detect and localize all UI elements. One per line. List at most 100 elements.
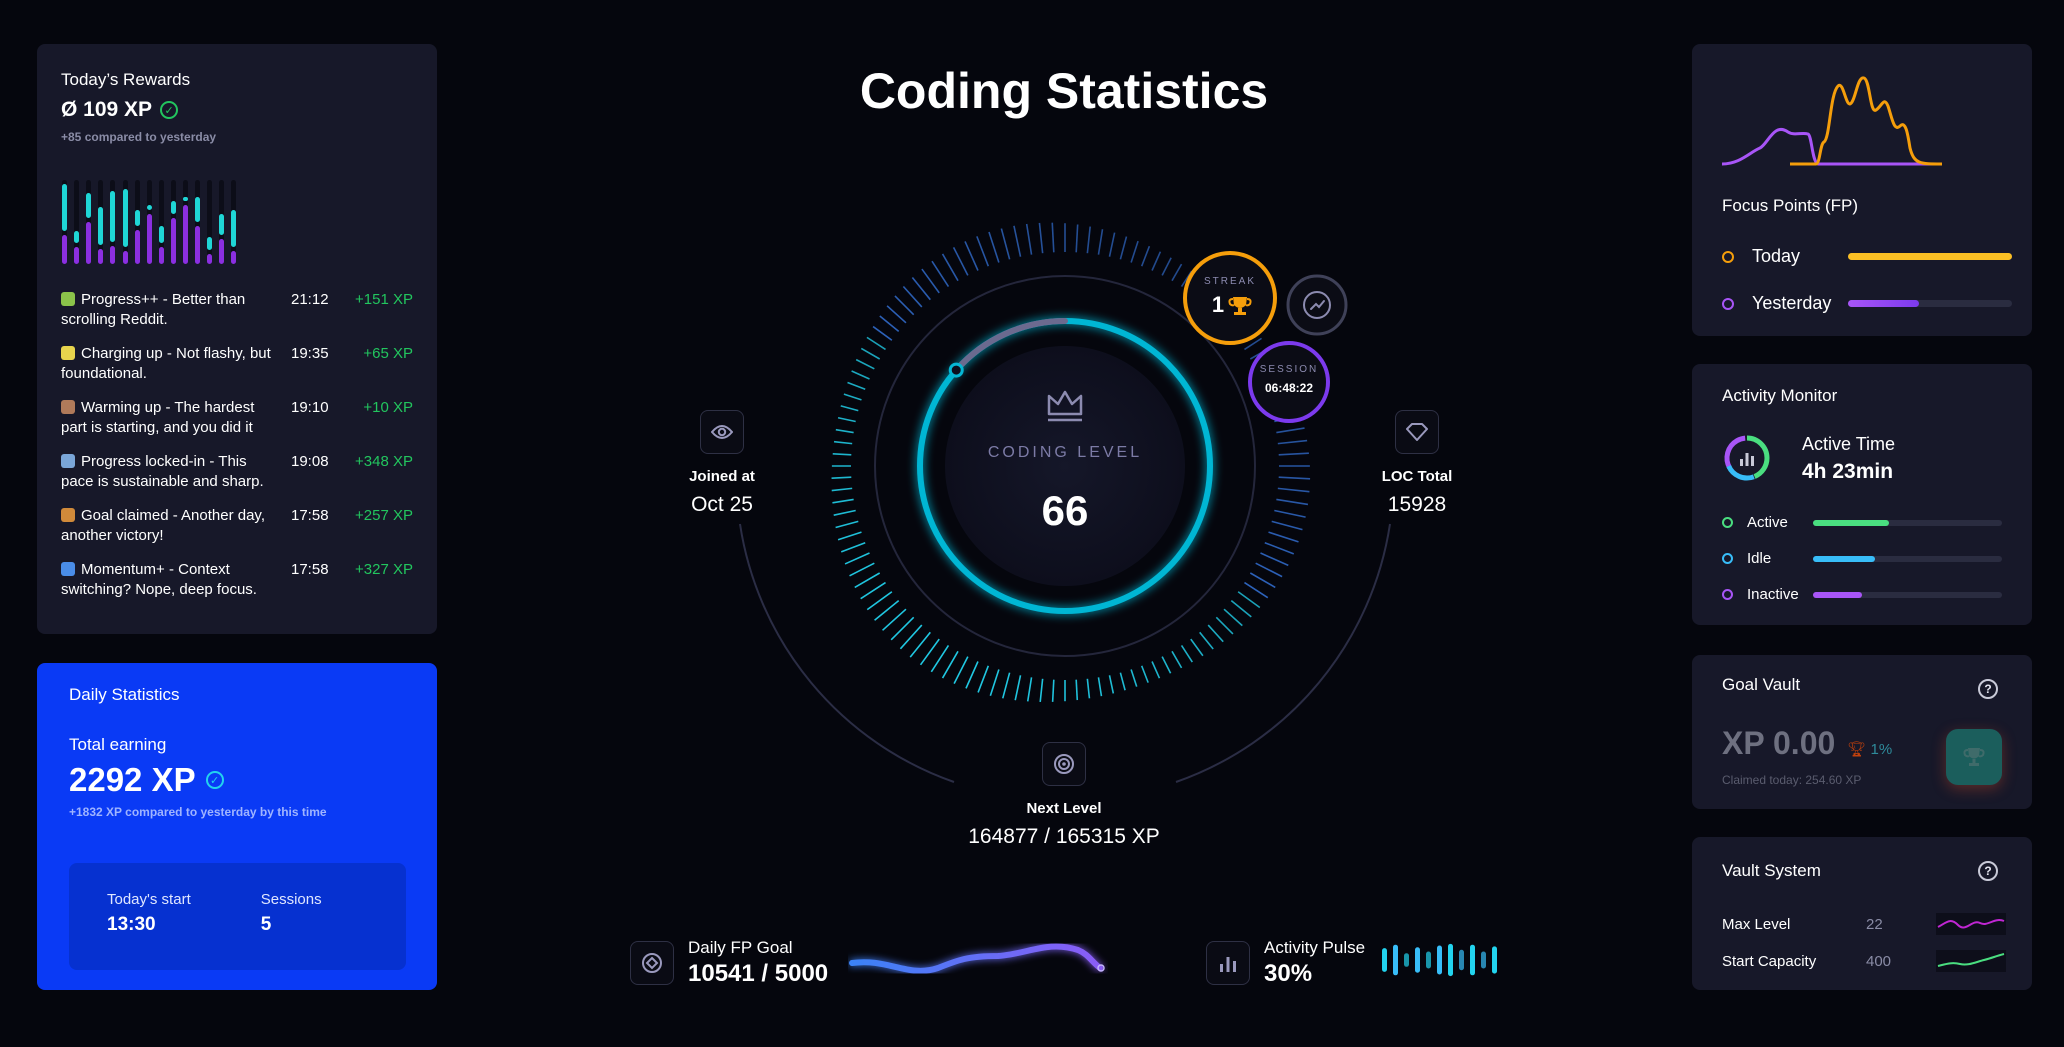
reward-bar [74,180,80,264]
reward-bar-purple [195,226,201,264]
reward-log-time: 21:12 [291,291,329,308]
gauge-tick [849,562,875,577]
help-icon[interactable]: ? [1978,861,1998,881]
pulse-bar [1448,943,1453,977]
reward-bar-purple [62,234,67,264]
goal-vault-xp-value: XP 0.00 [1722,725,1836,761]
gauge-tick [860,347,881,360]
compass-icon[interactable] [630,941,674,985]
gauge-tick [854,572,881,589]
loc-label: LOC Total [1381,468,1453,485]
gauge-tick [977,665,990,693]
coffee-icon [61,400,75,414]
pulse-bar [1393,944,1398,976]
gauge-tick [886,305,907,324]
gauge-tick [832,453,852,456]
gauge-tick [1255,562,1283,578]
focus-points-chart [1721,76,1943,166]
gauge-tick [1108,232,1116,257]
rewards-log[interactable]: Progress++ - Better than scrolling Reddi… [61,290,413,600]
gauge-tick [1119,672,1126,691]
pulse-bar [1415,947,1420,973]
gauge-tick [833,440,853,445]
gauge-tick [899,624,923,650]
status-dot-icon [1722,553,1733,564]
session-badge: SESSION 06:48:22 [1248,341,1330,423]
pulse-bar [1470,944,1475,976]
gauge-tick [976,236,990,267]
gauge-tick [965,661,979,689]
gauge-tick [919,638,940,666]
gauge-tick [1151,251,1162,271]
gauge-tick [1086,678,1091,699]
active-time-value: 4h 23min [1802,460,1894,483]
sessions-label: Sessions [260,891,322,908]
eye-icon[interactable] [700,410,744,454]
gauge-tick [1000,228,1011,260]
reward-bar-teal [170,201,176,214]
activity-row-label: Idle [1747,550,1772,567]
bar-chart-icon[interactable] [1206,941,1250,985]
diamond-icon[interactable] [1395,410,1439,454]
pulse-bar [1404,953,1409,967]
next-level-stat: Next Level 164877 / 165315 XP [914,742,1214,849]
vault-system-card: Vault System ? Max Level 22 Start Capaci… [1692,837,2032,990]
help-icon[interactable]: ? [1978,679,1998,699]
gauge-tick [902,285,923,308]
gauge-tick [1140,245,1151,267]
reward-bar-purple [86,222,92,264]
goal-vault-claimed: Claimed today: 254.60 XP [1722,773,1862,787]
reward-bar-teal [146,205,152,210]
activity-row-active: Active [1722,514,2002,531]
reward-bar-purple [134,230,140,264]
focus-title: Focus Points (FP) [1722,196,1859,215]
party-icon [61,508,75,522]
gauge-tick [882,608,907,631]
target-icon[interactable] [1042,742,1086,786]
reward-log-item: Progress++ - Better than scrolling Reddi… [61,290,413,330]
activity-pulse-value: 30% [1264,960,1313,987]
gauge-tick [855,358,875,370]
fp-goal-wave [849,943,1105,974]
reward-bar [195,180,201,264]
coding-level-gauge: CODING LEVEL 66 STREAK 1 SESSION 06:48:2… [739,222,1391,783]
gauge-tick [1264,541,1295,555]
gauge-tick [1230,600,1252,618]
gauge-tick [1161,656,1172,674]
reward-log-gain: +65 XP [363,345,413,362]
pulse-bar [1437,945,1442,975]
gauge-tick [840,541,866,553]
fp-today-track [1848,253,2012,260]
activity-row-fill [1813,519,1889,526]
activity-row-track [1813,519,2002,526]
pulse-bar [1382,948,1387,972]
reward-bar-teal [195,197,201,223]
gauge-tick [1097,677,1103,697]
focus-points-card: Focus Points (FP) Today Yesterday [1692,44,2032,336]
gauge-tick [1014,675,1022,701]
max-level-value: 22 [1866,915,1883,933]
reward-bar [110,180,116,264]
reward-bar [122,180,128,264]
reward-bar-purple [110,245,116,264]
goal-vault-card: Goal Vault ? XP 0.00 🏆︎ 1% Claimed today… [1692,655,2032,809]
rewards-compare: +85 compared to yesterday [61,130,217,144]
gauge-tick [1140,665,1149,683]
trophy-icon [1963,748,1985,766]
gauge-tick [866,336,886,351]
gauge-tick [1277,487,1310,493]
activity-donut-icon [1724,435,1770,481]
gauge-tick [1130,240,1139,263]
gauge-tick [860,581,886,600]
start-capacity-sparkline [1936,950,2006,972]
gauge-tick [1151,661,1161,679]
gauge-tick [844,552,870,565]
goal-vault-pct-value: 1% [1870,741,1893,758]
gauge-tick [1207,624,1224,643]
rewards-card: Today’s Rewards Ø 109 XP ✓ +85 compared … [37,44,437,634]
claim-trophy-button[interactable] [1946,729,2002,785]
activity-row-label: Inactive [1747,586,1799,603]
reward-bar-teal [134,209,140,227]
gauge-remaining-arc [953,318,1068,374]
status-dot-icon [1722,517,1733,528]
